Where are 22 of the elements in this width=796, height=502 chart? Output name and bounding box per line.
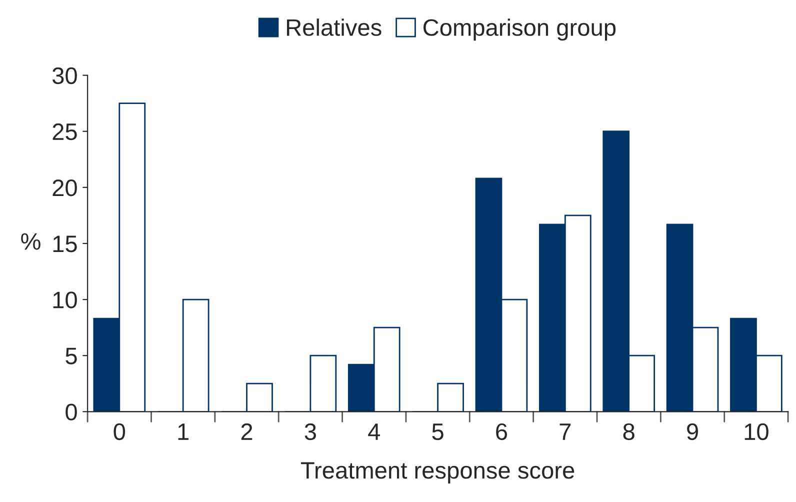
- x-tick-label: 10: [744, 423, 768, 440]
- x-tick-label: 1: [178, 424, 188, 440]
- x-tick-label: 0: [114, 423, 126, 440]
- x-tick-label: 9: [687, 423, 698, 440]
- x-tick-label: 3: [304, 423, 316, 440]
- x-tick-label: 8: [623, 423, 634, 440]
- legend-label: Relatives: [286, 18, 382, 36]
- x-axis-title: Treatment response score: [300, 462, 574, 484]
- x-tick-label: 7: [560, 424, 571, 440]
- y-tick-label: 25: [52, 123, 77, 140]
- x-tick-label: 2: [241, 423, 252, 440]
- y-tick-label: 0: [66, 404, 77, 420]
- x-tick-label: 4: [368, 424, 380, 440]
- x-tick-label: 5: [432, 424, 444, 440]
- y-tick-label: 20: [52, 179, 77, 196]
- y-tick-label: 15: [53, 236, 77, 252]
- y-tick-label: 30: [52, 67, 77, 84]
- x-tick-label: 6: [496, 423, 508, 440]
- y-tick-label: 5: [66, 348, 77, 364]
- y-tick-label: 10: [53, 292, 77, 308]
- legend-label: Comparison group: [423, 18, 616, 41]
- y-axis-title: %: [21, 233, 40, 250]
